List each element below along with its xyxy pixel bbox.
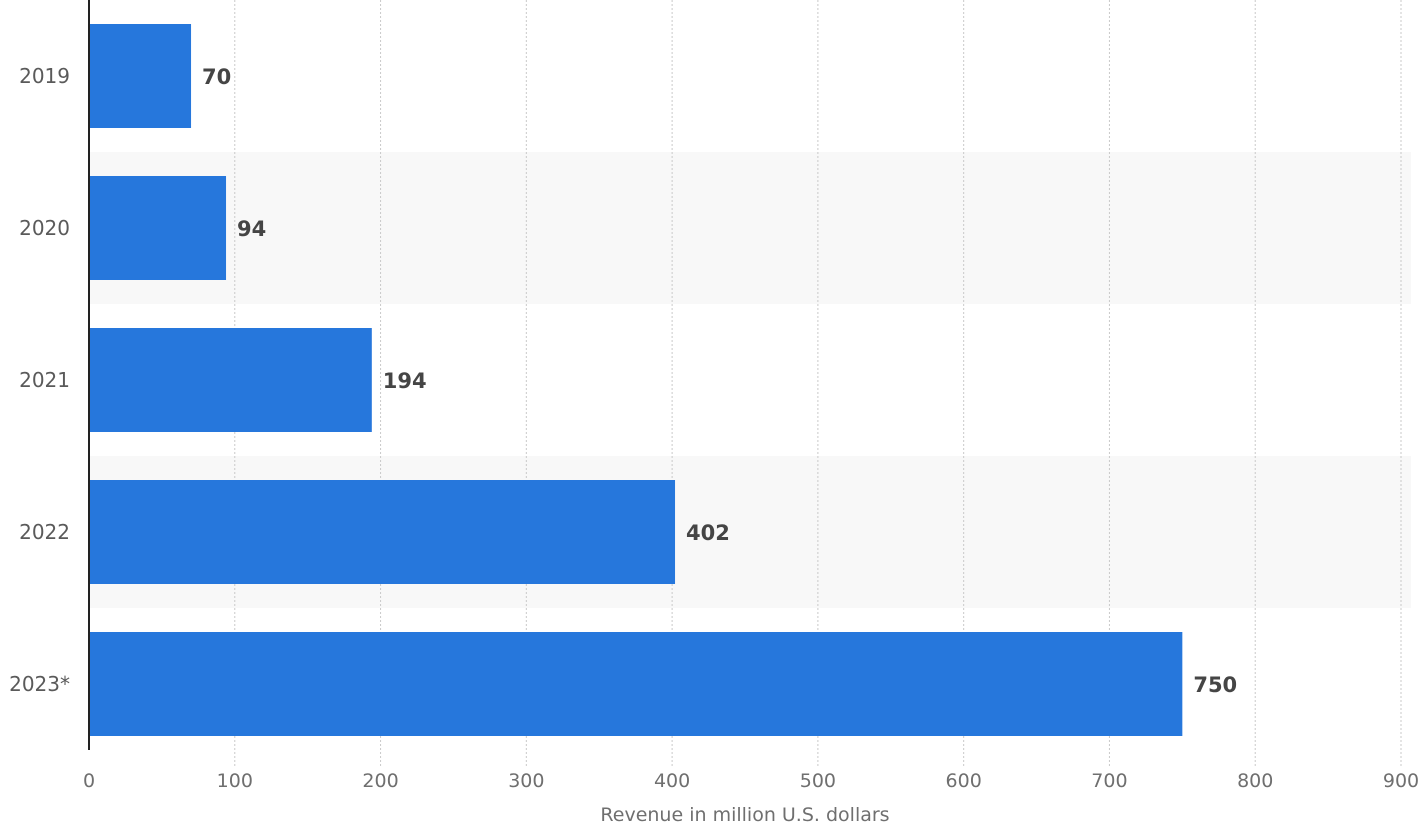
data-label: 750 xyxy=(1193,673,1237,697)
x-tick-label: 700 xyxy=(1091,770,1127,792)
category-label: 2022 xyxy=(19,520,70,544)
category-label: 2019 xyxy=(19,64,70,88)
x-tick-label: 800 xyxy=(1237,770,1273,792)
x-tick-label: 500 xyxy=(800,770,836,792)
x-axis-title: Revenue in million U.S. dollars xyxy=(600,804,889,826)
bars xyxy=(89,24,1183,736)
x-tick-label: 0 xyxy=(83,770,95,792)
bar xyxy=(89,176,227,280)
x-tick-label: 900 xyxy=(1383,770,1419,792)
x-tick-label: 300 xyxy=(508,770,544,792)
category-label: 2023* xyxy=(9,672,70,696)
x-tick-label: 100 xyxy=(217,770,253,792)
data-label: 194 xyxy=(383,369,427,393)
x-tick-label: 200 xyxy=(362,770,398,792)
category-label: 2021 xyxy=(19,368,70,392)
data-label: 402 xyxy=(686,521,730,545)
bar xyxy=(89,24,192,128)
bar xyxy=(89,328,372,432)
x-tick-labels: 0 100 200 300 400 500 600 700 800 900 xyxy=(83,770,1419,792)
category-label: 2020 xyxy=(19,216,70,240)
bar xyxy=(89,480,676,584)
bar xyxy=(89,632,1183,736)
data-label: 94 xyxy=(237,217,266,241)
value-labels: 70 94 194 402 750 xyxy=(202,65,1237,697)
category-labels: 2019 2020 2021 2022 2023* xyxy=(9,64,70,696)
x-tick-label: 400 xyxy=(654,770,690,792)
x-tick-label: 600 xyxy=(946,770,982,792)
row-band xyxy=(89,152,1411,304)
data-label: 70 xyxy=(202,65,231,89)
